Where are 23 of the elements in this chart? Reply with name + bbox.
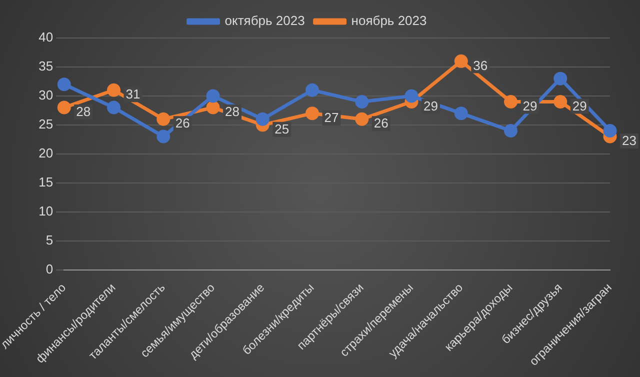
data-label: 29 <box>424 98 438 114</box>
y-tick-label: 5 <box>46 232 54 248</box>
data-label: 29 <box>572 98 587 114</box>
y-tick-label: 0 <box>46 261 54 276</box>
y-tick-label: 15 <box>38 174 54 190</box>
data-label: 31 <box>126 86 140 102</box>
data-label: 36 <box>473 58 488 73</box>
data-label: 28 <box>76 104 91 120</box>
legend-label: октябрь 2023 <box>224 13 305 28</box>
y-tick-label: 40 <box>38 30 54 45</box>
data-label: 28 <box>225 104 240 120</box>
y-tick-label: 35 <box>38 58 54 74</box>
data-label: 23 <box>622 133 636 148</box>
y-tick-label: 20 <box>38 145 54 160</box>
data-label: 27 <box>324 110 339 125</box>
y-tick-label: 25 <box>38 116 54 132</box>
data-label: 26 <box>175 116 190 131</box>
data-label: 25 <box>274 122 290 136</box>
y-tick-label: 30 <box>38 88 54 103</box>
data-label: 29 <box>522 98 538 114</box>
legend-label: ноябрь 2023 <box>351 13 427 28</box>
data-label: 26 <box>374 116 388 131</box>
y-tick-label: 10 <box>38 203 54 218</box>
